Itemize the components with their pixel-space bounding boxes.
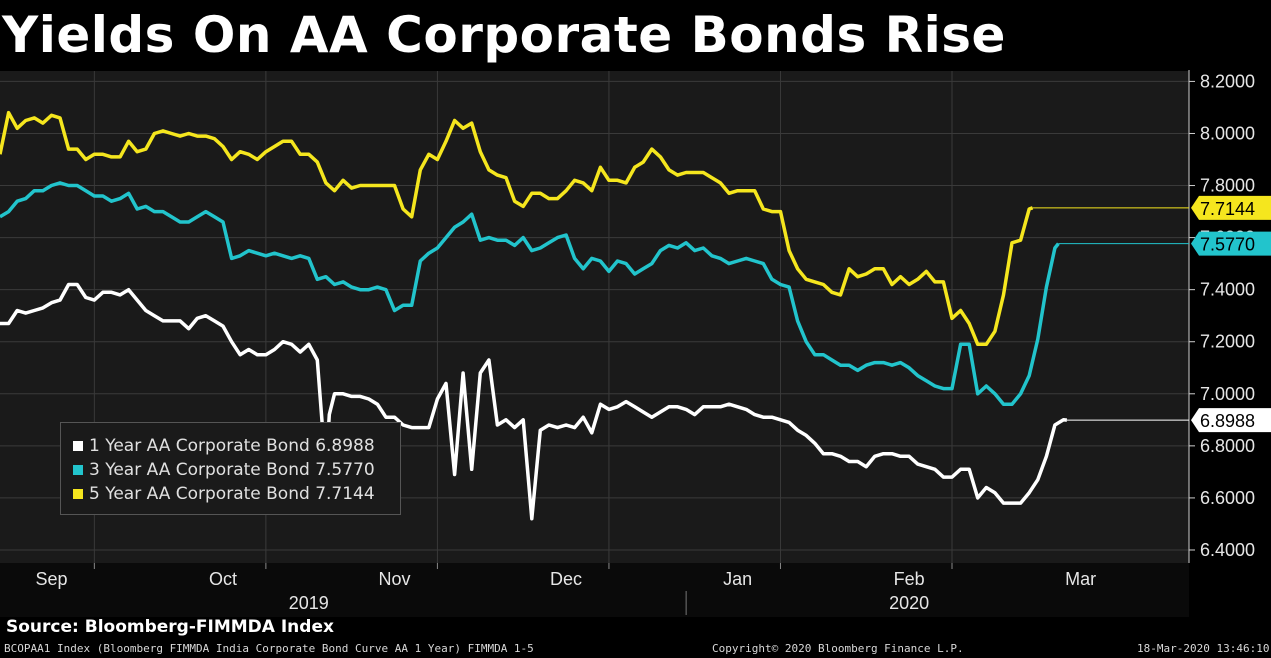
last-value-label-3y: 7.5770 [1200, 235, 1255, 255]
x-month-label-0: Sep [35, 569, 67, 589]
x-month-label-3: Dec [550, 569, 582, 589]
series-line-5y [0, 110, 1034, 347]
x-year-label-0: 2019 [289, 593, 329, 613]
series-lines [0, 110, 1068, 521]
x-month-label-5: Feb [894, 569, 925, 589]
horizontal-gridlines [0, 80, 1189, 551]
legend-swatch-5y [73, 489, 83, 499]
y-tick-label-8: 6.6000 [1200, 488, 1255, 508]
y-tick-label-0: 8.2000 [1200, 71, 1255, 91]
x-month-label-4: Jan [723, 569, 752, 589]
y-tick-label-7: 6.8000 [1200, 436, 1255, 456]
legend-label-3y: 3 Year AA Corporate Bond [89, 460, 310, 480]
legend-swatch-3y [73, 465, 83, 475]
last-value-labels: 6.8988 7.5770 7.7144 [1032, 195, 1271, 433]
footer-timestamp: 18-Mar-2020 13:46:10 [1137, 642, 1270, 655]
footer-copyright: Copyright© 2020 Bloomberg Finance L.P. [712, 642, 964, 655]
y-tick-label-9: 6.4000 [1200, 540, 1255, 560]
source-note: Source: Bloomberg-FIMMDA Index [6, 617, 334, 637]
legend-item-3y: 3 Year AA Corporate Bond 7.5770 [61, 458, 400, 482]
x-axis: Sep Oct Nov Dec Jan Feb Mar 2019 2020 [35, 563, 1096, 615]
legend-item-1y: 1 Year AA Corporate Bond 6.8988 [61, 434, 400, 458]
y-axis: 8.20008.00007.80007.60007.40007.20007.00… [1189, 71, 1255, 560]
series-line-1y [0, 282, 1068, 521]
y-tick-label-6: 7.0000 [1200, 384, 1255, 404]
x-month-label-1: Oct [209, 569, 237, 589]
legend-value-3y: 7.5770 [315, 460, 375, 480]
y-tick-label-5: 7.2000 [1200, 332, 1255, 352]
legend-value-5y: 7.7144 [315, 484, 375, 504]
legend-swatch-1y [73, 441, 83, 451]
y-tick-label-1: 8.0000 [1200, 123, 1255, 143]
last-value-tag-1y [1191, 408, 1271, 433]
x-month-label-2: Nov [379, 569, 411, 589]
chart-title: Yields On AA Corporate Bonds Rise [0, 0, 1271, 70]
last-value-label-5y: 7.7144 [1200, 199, 1255, 219]
x-month-label-6: Mar [1065, 569, 1096, 589]
footer-ticker: BCOPAA1 Index (Bloomberg FIMMDA India Co… [4, 642, 534, 655]
x-axis-band [0, 563, 1189, 617]
last-value-tag-5y [1191, 195, 1271, 220]
y-tick-label-2: 7.8000 [1200, 176, 1255, 196]
y-tick-label-4: 7.4000 [1200, 280, 1255, 300]
legend-label-1y: 1 Year AA Corporate Bond [89, 436, 310, 456]
legend-item-5y: 5 Year AA Corporate Bond 7.7144 [61, 482, 400, 506]
last-value-tag-3y [1191, 231, 1271, 256]
legend-value-1y: 6.8988 [315, 436, 375, 456]
chart-svg: 8.20008.00007.80007.60007.40007.20007.00… [0, 70, 1271, 617]
legend-label-5y: 5 Year AA Corporate Bond [89, 484, 310, 504]
legend: 1 Year AA Corporate Bond 6.8988 3 Year A… [60, 422, 401, 515]
footer-bar: BCOPAA1 Index (Bloomberg FIMMDA India Co… [0, 640, 1271, 658]
series-line-3y [0, 181, 1060, 406]
x-year-label-1: 2020 [889, 593, 929, 613]
last-value-label-1y: 6.8988 [1200, 411, 1255, 431]
